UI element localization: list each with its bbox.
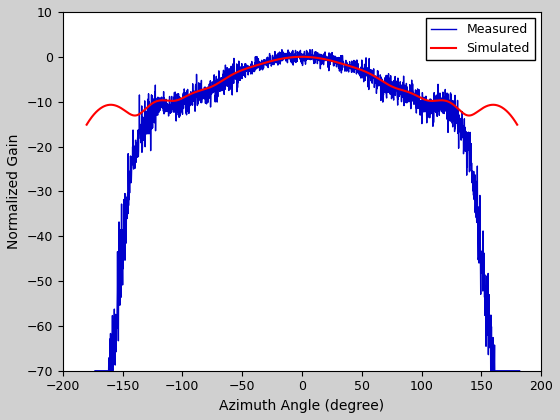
X-axis label: Azimuth Angle (degree): Azimuth Angle (degree): [220, 399, 385, 413]
Simulated: [427, 98, 434, 103]
Simulated: [419, 96, 426, 101]
Measured: [426, 105, 433, 110]
Y-axis label: Normalized Gain: Normalized Gain: [7, 134, 21, 249]
Measured: [516, 368, 523, 373]
Measured: [92, 368, 99, 373]
Measured: [504, 368, 511, 373]
Simulated: [379, 79, 386, 84]
Simulated: [83, 122, 90, 127]
Line: Measured: Measured: [95, 50, 520, 371]
Legend: Measured, Simulated: Measured, Simulated: [427, 18, 535, 60]
Measured: [309, 47, 316, 52]
Line: Simulated: Simulated: [87, 57, 517, 125]
Measured: [113, 316, 120, 321]
Simulated: [127, 112, 134, 117]
Simulated: [514, 122, 521, 127]
Measured: [504, 368, 511, 373]
Simulated: [298, 54, 305, 59]
Measured: [287, 54, 293, 59]
Measured: [298, 51, 305, 56]
Simulated: [273, 57, 279, 62]
Simulated: [258, 61, 264, 66]
